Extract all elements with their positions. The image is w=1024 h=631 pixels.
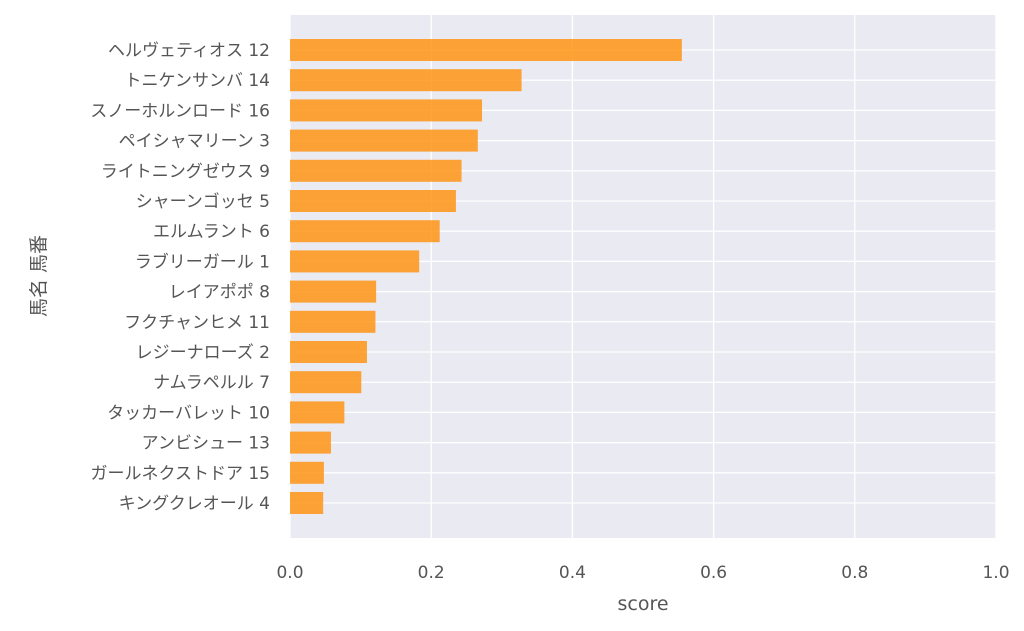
y-tick-label: ナムラペルル 7 bbox=[153, 373, 270, 393]
bar bbox=[290, 371, 362, 394]
y-tick-label: タッカーバレット 10 bbox=[107, 403, 270, 423]
x-tick-label: 0.4 bbox=[559, 563, 586, 583]
bar bbox=[290, 401, 345, 424]
x-tick-label: 0.0 bbox=[276, 563, 303, 583]
bar bbox=[290, 99, 483, 122]
y-tick-label: エルムラント 6 bbox=[153, 222, 270, 242]
x-tick-label: 0.2 bbox=[418, 563, 445, 583]
x-tick-label: 0.6 bbox=[700, 563, 727, 583]
y-tick-label: ヘルヴェティオス 12 bbox=[108, 41, 270, 61]
bar bbox=[290, 492, 324, 514]
bar bbox=[290, 341, 367, 363]
bar bbox=[290, 129, 478, 152]
y-axis-label: 馬名 馬番 bbox=[28, 235, 50, 317]
x-tick-label: 1.0 bbox=[982, 563, 1009, 583]
y-tick-label: ライトニングゼウス 9 bbox=[101, 162, 270, 182]
bar bbox=[290, 250, 420, 273]
y-tick-label: スノーホルンロード 16 bbox=[90, 101, 270, 121]
y-tick-label: トニケンサンバ 14 bbox=[124, 71, 270, 91]
y-tick-label: アンビシュー 13 bbox=[142, 434, 270, 454]
bar bbox=[290, 220, 440, 243]
y-tick-label: レジーナローズ 2 bbox=[136, 343, 270, 363]
plot-background bbox=[290, 15, 996, 538]
x-tick-label: 0.8 bbox=[841, 563, 868, 583]
y-tick-label: フクチャンヒメ 11 bbox=[124, 313, 270, 333]
bar bbox=[290, 39, 682, 61]
bar bbox=[290, 69, 522, 92]
x-tick-labels: 0.0 0.2 0.4 0.6 0.8 1.0 bbox=[276, 563, 1009, 583]
bar bbox=[290, 461, 324, 484]
x-axis-label: score bbox=[617, 593, 668, 615]
bar bbox=[290, 310, 376, 333]
y-tick-label: シャーンゴッセ 5 bbox=[136, 191, 270, 212]
bar bbox=[290, 190, 456, 212]
bar bbox=[290, 159, 462, 182]
y-tick-label: ラブリーガール 1 bbox=[135, 251, 270, 272]
y-tick-labels: ヘルヴェティオス 12 トニケンサンバ 14 スノーホルンロード 16 ペイシャマリー… bbox=[90, 41, 270, 514]
y-tick-label: レイアポポ 8 bbox=[169, 283, 270, 303]
bars bbox=[290, 39, 682, 514]
y-tick-label: キングクレオール 4 bbox=[119, 494, 270, 514]
bar bbox=[290, 431, 331, 454]
y-tick-label: ガールネクストドア 15 bbox=[90, 464, 270, 484]
bar bbox=[290, 280, 377, 303]
y-tick-label: ペイシャマリーン 3 bbox=[119, 132, 270, 152]
